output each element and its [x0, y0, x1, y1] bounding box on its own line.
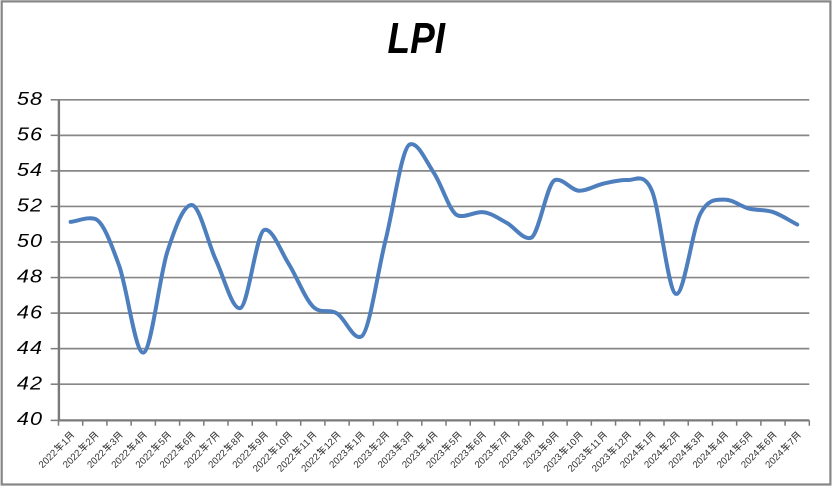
svg-text:42: 42: [17, 374, 43, 394]
svg-text:5: 5: [738, 437, 750, 449]
svg-text:3: 3: [108, 437, 120, 449]
svg-text:6: 6: [471, 437, 483, 449]
svg-text:2: 2: [665, 437, 677, 449]
svg-text:7: 7: [495, 437, 507, 449]
svg-text:52: 52: [17, 196, 43, 216]
svg-text:1: 1: [350, 437, 362, 449]
svg-text:56: 56: [17, 125, 43, 145]
svg-text:3: 3: [689, 437, 701, 449]
svg-text:5: 5: [447, 437, 459, 449]
svg-text:7: 7: [205, 437, 217, 449]
svg-text:3: 3: [399, 437, 411, 449]
svg-text:9: 9: [253, 437, 265, 449]
svg-text:LPI: LPI: [388, 15, 446, 63]
svg-text:2: 2: [84, 437, 96, 449]
svg-text:9: 9: [544, 437, 556, 449]
svg-text:1: 1: [641, 437, 653, 449]
svg-text:8: 8: [229, 437, 241, 449]
svg-text:6: 6: [762, 437, 774, 449]
svg-text:40: 40: [17, 409, 43, 429]
svg-text:1: 1: [59, 437, 71, 449]
svg-text:44: 44: [17, 338, 43, 358]
svg-text:8: 8: [520, 437, 532, 449]
svg-text:54: 54: [17, 160, 43, 180]
svg-text:48: 48: [17, 267, 43, 287]
svg-text:58: 58: [17, 89, 43, 109]
svg-text:5: 5: [156, 437, 168, 449]
svg-text:2: 2: [374, 437, 386, 449]
svg-text:50: 50: [17, 231, 43, 251]
svg-text:46: 46: [17, 303, 43, 323]
svg-text:6: 6: [181, 437, 193, 449]
svg-text:7: 7: [786, 437, 798, 449]
